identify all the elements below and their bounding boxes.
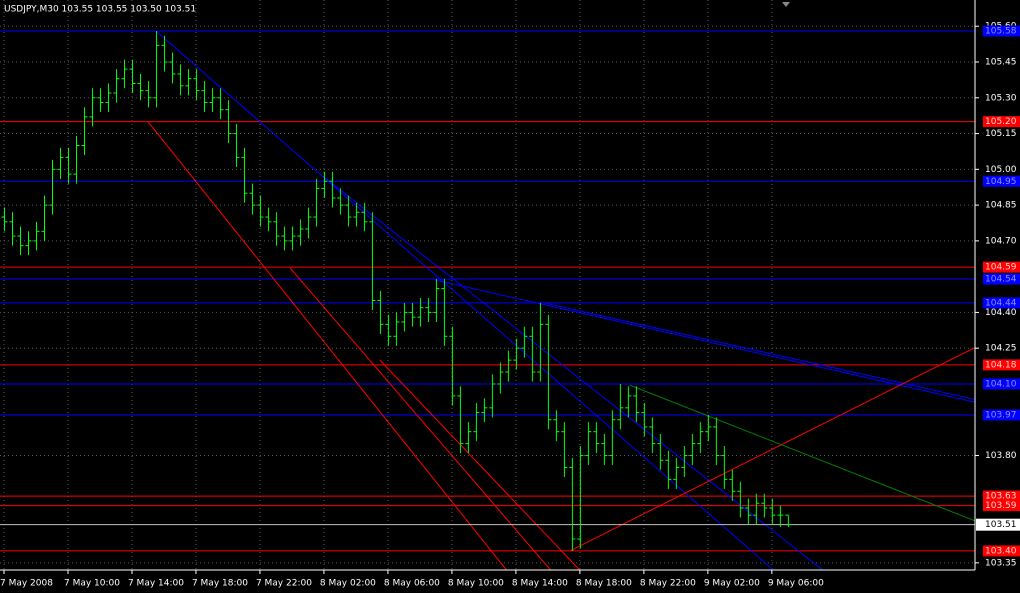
y-tick-label: 104.70 bbox=[985, 236, 1017, 246]
y-tick-label: 103.80 bbox=[985, 451, 1017, 461]
level-tag bbox=[983, 297, 1020, 309]
x-tick-label: 8 May 10:00 bbox=[448, 579, 504, 589]
y-tick-label: 105.45 bbox=[985, 58, 1017, 68]
level-label: 103.97 bbox=[985, 410, 1017, 420]
level-tag bbox=[983, 378, 1020, 390]
shift-marker bbox=[782, 2, 790, 7]
x-tick-label: 7 May 14:00 bbox=[128, 579, 184, 589]
x-tick-label: 8 May 18:00 bbox=[576, 579, 632, 589]
level-label: 105.58 bbox=[985, 27, 1017, 37]
y-tick-label: 105.30 bbox=[985, 93, 1017, 103]
level-label: 104.95 bbox=[985, 177, 1017, 187]
x-tick-label: 8 May 22:00 bbox=[640, 579, 696, 589]
y-tick-label: 105.15 bbox=[985, 129, 1017, 139]
y-tick-label: 104.85 bbox=[985, 201, 1017, 211]
x-tick-label: 8 May 14:00 bbox=[512, 579, 568, 589]
level-label: 105.20 bbox=[985, 117, 1017, 127]
x-tick-label: 9 May 06:00 bbox=[768, 579, 824, 589]
level-tag bbox=[983, 500, 1020, 512]
level-tag bbox=[983, 175, 1020, 187]
x-tick-label: 8 May 02:00 bbox=[320, 579, 376, 589]
y-tick-label: 105.00 bbox=[985, 165, 1017, 175]
trend-line bbox=[289, 267, 552, 570]
x-tick-label: 8 May 06:00 bbox=[384, 579, 440, 589]
y-tick-label: 104.40 bbox=[985, 308, 1017, 318]
level-label: 104.59 bbox=[985, 263, 1017, 273]
trend-line bbox=[379, 359, 581, 570]
x-tick-label: 9 May 02:00 bbox=[704, 579, 760, 589]
x-tick-label: 7 May 2008 bbox=[0, 579, 53, 589]
grid bbox=[0, 0, 975, 570]
x-tick-label: 7 May 22:00 bbox=[256, 579, 312, 589]
level-label: 103.40 bbox=[985, 546, 1017, 556]
level-tag bbox=[983, 359, 1020, 371]
x-tick-label: 7 May 18:00 bbox=[192, 579, 248, 589]
level-tag bbox=[983, 545, 1020, 557]
level-label: 103.59 bbox=[985, 501, 1017, 511]
current-price-label: 103.51 bbox=[985, 520, 1017, 530]
trend-line bbox=[539, 301, 975, 400]
level-tag bbox=[983, 273, 1020, 285]
level-tag bbox=[983, 25, 1020, 37]
current-price-tag bbox=[976, 518, 1020, 531]
level-tag bbox=[983, 490, 1020, 502]
level-label: 104.54 bbox=[985, 275, 1017, 285]
level-label: 104.18 bbox=[985, 360, 1017, 370]
trend-line bbox=[324, 177, 824, 570]
trend-line bbox=[569, 346, 975, 552]
drawings bbox=[0, 30, 975, 570]
trend-line bbox=[629, 384, 975, 522]
y-tick-label: 104.25 bbox=[985, 344, 1017, 354]
level-tag bbox=[983, 116, 1020, 128]
x-tick-label: 7 May 10:00 bbox=[64, 579, 120, 589]
level-label: 104.44 bbox=[985, 298, 1017, 308]
trend-line bbox=[435, 279, 975, 403]
level-label: 104.10 bbox=[985, 379, 1017, 389]
trend-line bbox=[155, 30, 775, 570]
axis-labels: 105.60105.45105.30105.15105.00104.85104.… bbox=[0, 22, 1020, 589]
bars bbox=[1, 31, 792, 551]
y-tick-label: 103.35 bbox=[985, 558, 1017, 568]
level-tag bbox=[983, 409, 1020, 421]
level-tag bbox=[983, 261, 1020, 273]
chart-title: USDJPY,M30 103.55 103.55 103.50 103.51 bbox=[4, 5, 196, 15]
trend-line bbox=[147, 121, 508, 570]
level-label: 103.63 bbox=[985, 492, 1017, 502]
